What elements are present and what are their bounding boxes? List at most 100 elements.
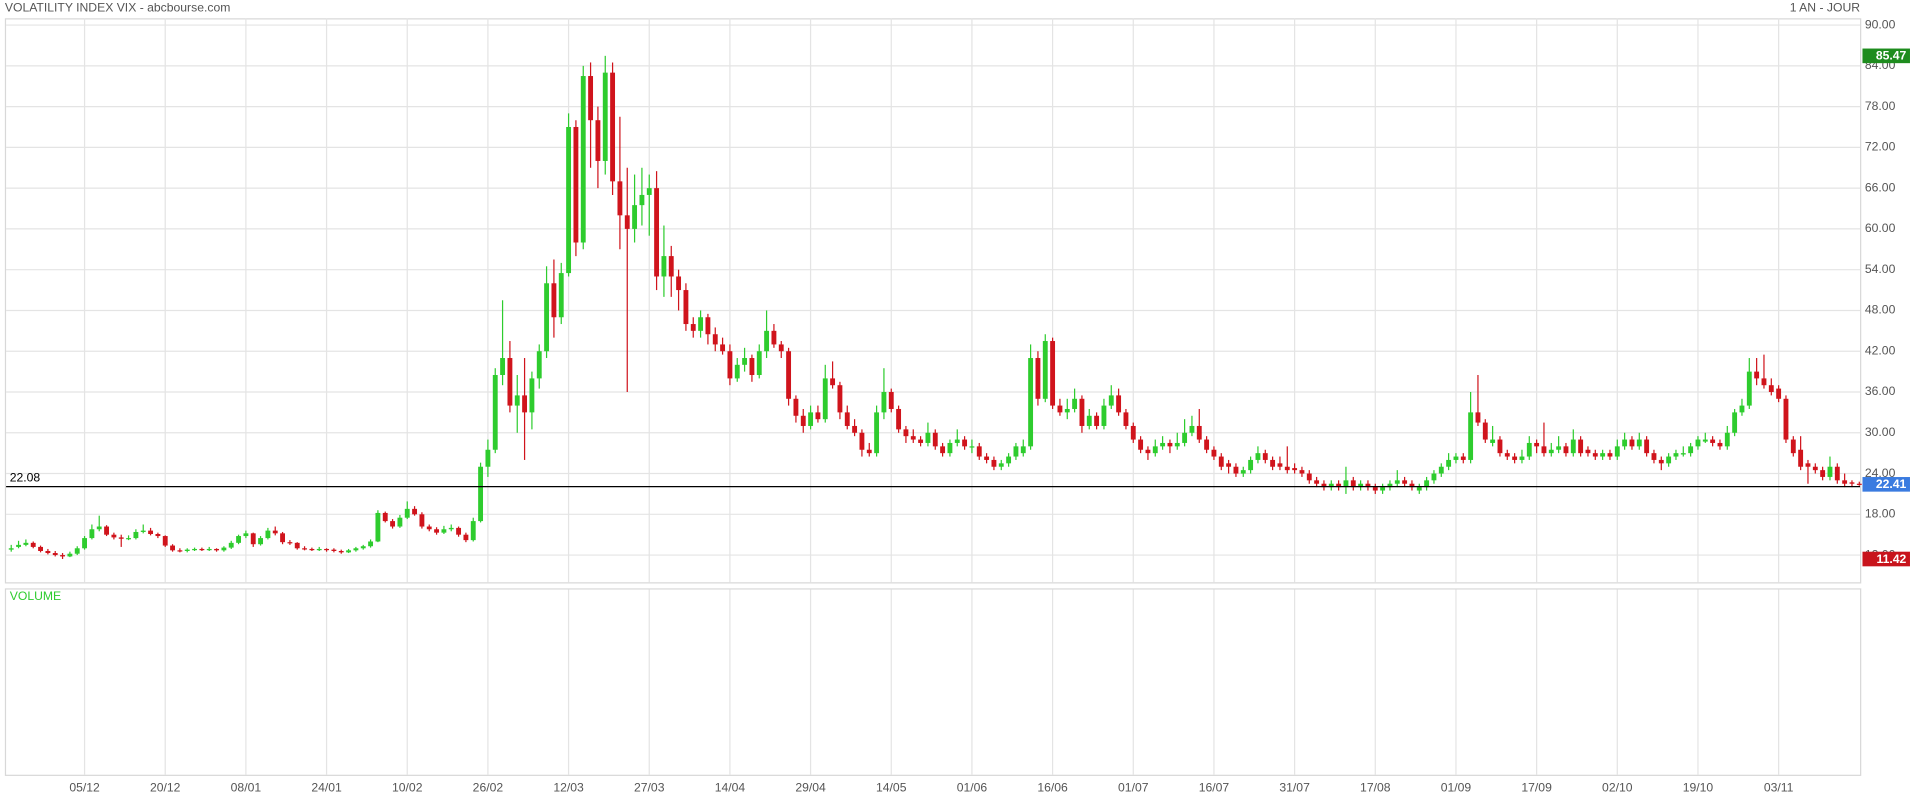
candle-body bbox=[918, 439, 924, 443]
y-tick-label: 24.00 bbox=[1865, 466, 1896, 480]
candle-body bbox=[1211, 449, 1217, 457]
candle-body bbox=[1380, 487, 1386, 491]
candle-body bbox=[1108, 395, 1114, 406]
candle-body bbox=[324, 548, 330, 551]
candle-body bbox=[1204, 439, 1210, 450]
candle-body bbox=[507, 358, 513, 406]
candle-body bbox=[1365, 483, 1371, 488]
candle-body bbox=[514, 395, 520, 406]
candle-body bbox=[294, 542, 300, 549]
candle-body bbox=[265, 530, 271, 539]
candle-body bbox=[126, 538, 131, 540]
candle-body bbox=[302, 548, 308, 550]
period-label: 1 AN - JOUR bbox=[1790, 1, 1861, 15]
candle-body bbox=[1768, 385, 1774, 392]
y-tick-label: 72.00 bbox=[1865, 140, 1896, 154]
candle-body bbox=[734, 364, 740, 379]
candle-body bbox=[1160, 442, 1166, 447]
candle-body bbox=[1644, 439, 1650, 454]
candle-body bbox=[155, 534, 161, 537]
candle-body bbox=[1460, 456, 1466, 460]
candle-body bbox=[1710, 439, 1716, 443]
candle-body bbox=[1482, 422, 1488, 440]
x-tick-label: 31/07 bbox=[1279, 780, 1310, 794]
candle-body bbox=[859, 432, 865, 450]
x-tick-label: 12/03 bbox=[553, 780, 584, 794]
candle-body bbox=[837, 385, 843, 413]
candle-body bbox=[954, 439, 960, 443]
x-tick-label: 14/04 bbox=[715, 780, 746, 794]
candle-body bbox=[1578, 439, 1584, 454]
candle-body bbox=[1424, 480, 1430, 488]
candle-body bbox=[1790, 439, 1796, 454]
x-tick-label: 16/07 bbox=[1199, 780, 1230, 794]
candle-body bbox=[874, 412, 880, 454]
candle-body bbox=[1680, 453, 1686, 455]
candle-body bbox=[1233, 466, 1239, 474]
candle-body bbox=[133, 531, 139, 539]
candle-body bbox=[566, 126, 572, 274]
candle-body bbox=[1042, 341, 1048, 399]
candle-body bbox=[162, 536, 168, 546]
candle-body bbox=[140, 530, 146, 532]
candle-body bbox=[214, 548, 220, 551]
candle-body bbox=[1842, 480, 1848, 484]
candle-body bbox=[1534, 442, 1540, 447]
candle-body bbox=[1020, 446, 1026, 454]
candle-body bbox=[1739, 405, 1745, 413]
candle-body bbox=[67, 553, 73, 557]
chart-title: VOLATILITY INDEX VIX - abcbourse.com bbox=[5, 1, 230, 15]
candle-body bbox=[690, 324, 696, 331]
candle-body bbox=[1101, 405, 1107, 426]
candle-body bbox=[434, 529, 440, 533]
candle-body bbox=[764, 330, 770, 352]
candle-body bbox=[1666, 456, 1672, 464]
candle-body bbox=[1592, 453, 1598, 457]
candle-body bbox=[1123, 412, 1129, 426]
candle-body bbox=[89, 529, 95, 539]
candle-body bbox=[984, 456, 990, 460]
candle-body bbox=[551, 283, 557, 318]
candle-body bbox=[426, 526, 432, 530]
candle-body bbox=[756, 351, 762, 376]
candle-body bbox=[1732, 412, 1738, 433]
candle-body bbox=[1079, 398, 1085, 426]
x-tick-label: 29/04 bbox=[795, 780, 826, 794]
candle-body bbox=[448, 527, 454, 530]
x-tick-label: 02/10 bbox=[1602, 780, 1633, 794]
x-tick-label: 01/09 bbox=[1441, 780, 1472, 794]
candle-body bbox=[1321, 483, 1327, 488]
candle-body bbox=[668, 256, 674, 277]
candle-body bbox=[309, 548, 315, 551]
candle-body bbox=[1834, 466, 1840, 481]
candle-body bbox=[844, 412, 850, 426]
candle-body bbox=[1218, 456, 1224, 467]
candle-body bbox=[903, 429, 909, 437]
candle-body bbox=[947, 442, 953, 454]
candle-body bbox=[998, 463, 1004, 467]
candle-body bbox=[815, 412, 821, 420]
candle-body bbox=[1138, 439, 1144, 450]
x-tick-label: 10/02 bbox=[392, 780, 423, 794]
candle-body bbox=[1387, 483, 1393, 488]
candle-body bbox=[1226, 463, 1232, 467]
candle-body bbox=[1754, 371, 1760, 379]
candle-body bbox=[280, 533, 286, 543]
candle-body bbox=[1438, 466, 1444, 474]
candle-body bbox=[1688, 446, 1694, 454]
candle-body bbox=[8, 548, 14, 550]
y-tick-label: 90.00 bbox=[1865, 17, 1896, 31]
candle-body bbox=[1314, 480, 1320, 484]
candle-body bbox=[1761, 378, 1767, 386]
y-tick-label: 66.00 bbox=[1865, 180, 1896, 194]
candle-body bbox=[910, 436, 916, 440]
x-tick-label: 14/05 bbox=[876, 780, 907, 794]
candle-body bbox=[610, 72, 616, 182]
candle-body bbox=[881, 391, 887, 413]
x-tick-label: 20/12 bbox=[150, 780, 181, 794]
candle-body bbox=[1622, 439, 1628, 447]
candle-body bbox=[1328, 483, 1334, 488]
candle-body bbox=[148, 530, 153, 535]
candle-body bbox=[529, 378, 535, 413]
